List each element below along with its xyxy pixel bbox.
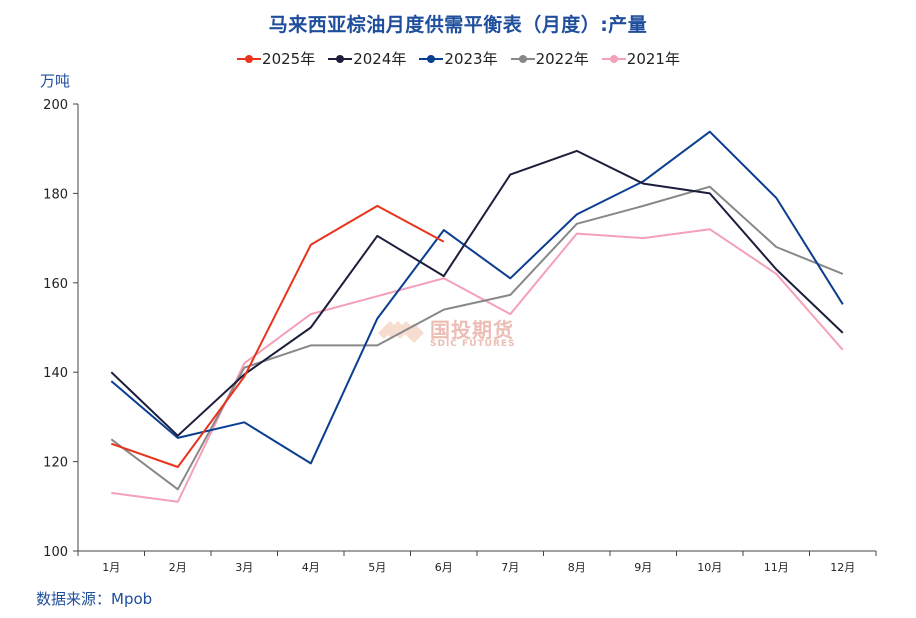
y-tick-label: 160 [43, 277, 68, 292]
x-tick-label: 9月 [634, 561, 652, 574]
legend-item: 2022年 [510, 48, 589, 69]
y-tick-label: 140 [43, 366, 68, 381]
y-axis-label: 万吨 [40, 72, 71, 90]
x-tick-label: 5月 [368, 561, 386, 574]
series-line-2024年 [110, 149, 844, 437]
x-tick-label: 3月 [235, 561, 253, 574]
legend-item: 2023年 [418, 48, 498, 69]
x-tick-label: 10月 [697, 561, 722, 574]
legend-label: 2022年 [535, 50, 589, 68]
series-line-2023年 [110, 130, 844, 465]
legend-label: 2024年 [353, 50, 407, 68]
watermark: 国投期货 SDIC FUTURES [378, 312, 558, 356]
chart-title: 马来西亚棕油月度供需平衡表（月度）:产量 [268, 14, 648, 36]
x-tick-label: 12月 [830, 561, 855, 574]
x-tick-label: 11月 [764, 561, 789, 574]
x-tick-label: 8月 [568, 561, 586, 574]
y-tick-label: 120 [43, 456, 68, 471]
legend-swatch [237, 54, 262, 63]
watermark-cn: 国投期货 [430, 318, 514, 342]
y-tick-label: 180 [43, 187, 68, 202]
y-tick-label: 200 [43, 98, 68, 113]
x-tick-label: 7月 [501, 561, 519, 574]
x-tick-label: 6月 [435, 561, 453, 574]
x-tick-label: 4月 [302, 561, 320, 574]
legend-item: 2021年 [601, 48, 680, 69]
legend-label: 2025年 [262, 50, 316, 68]
legend-swatch [510, 54, 535, 63]
series-line-2021年 [111, 228, 844, 503]
legend-item: 2024年 [327, 48, 406, 69]
watermark-en: SDIC FUTURES [430, 339, 516, 349]
data-source: 数据来源：Mpob [36, 590, 153, 608]
series-line-2022年 [110, 185, 844, 491]
legend-swatch [419, 54, 444, 63]
legend-item: 2025年 [236, 48, 315, 69]
legend-label: 2021年 [626, 50, 680, 68]
legend-swatch [328, 54, 353, 63]
legend-swatch [601, 54, 626, 63]
legend-label: 2023年 [444, 50, 498, 68]
x-tick-label: 2月 [169, 561, 187, 574]
chart-legend: 2025年 2024年 2023年 2022年 2021年 [0, 48, 916, 69]
series-line-2025年 [110, 204, 445, 468]
x-tick-label: 1月 [102, 561, 120, 574]
y-tick-label: 100 [43, 545, 68, 560]
